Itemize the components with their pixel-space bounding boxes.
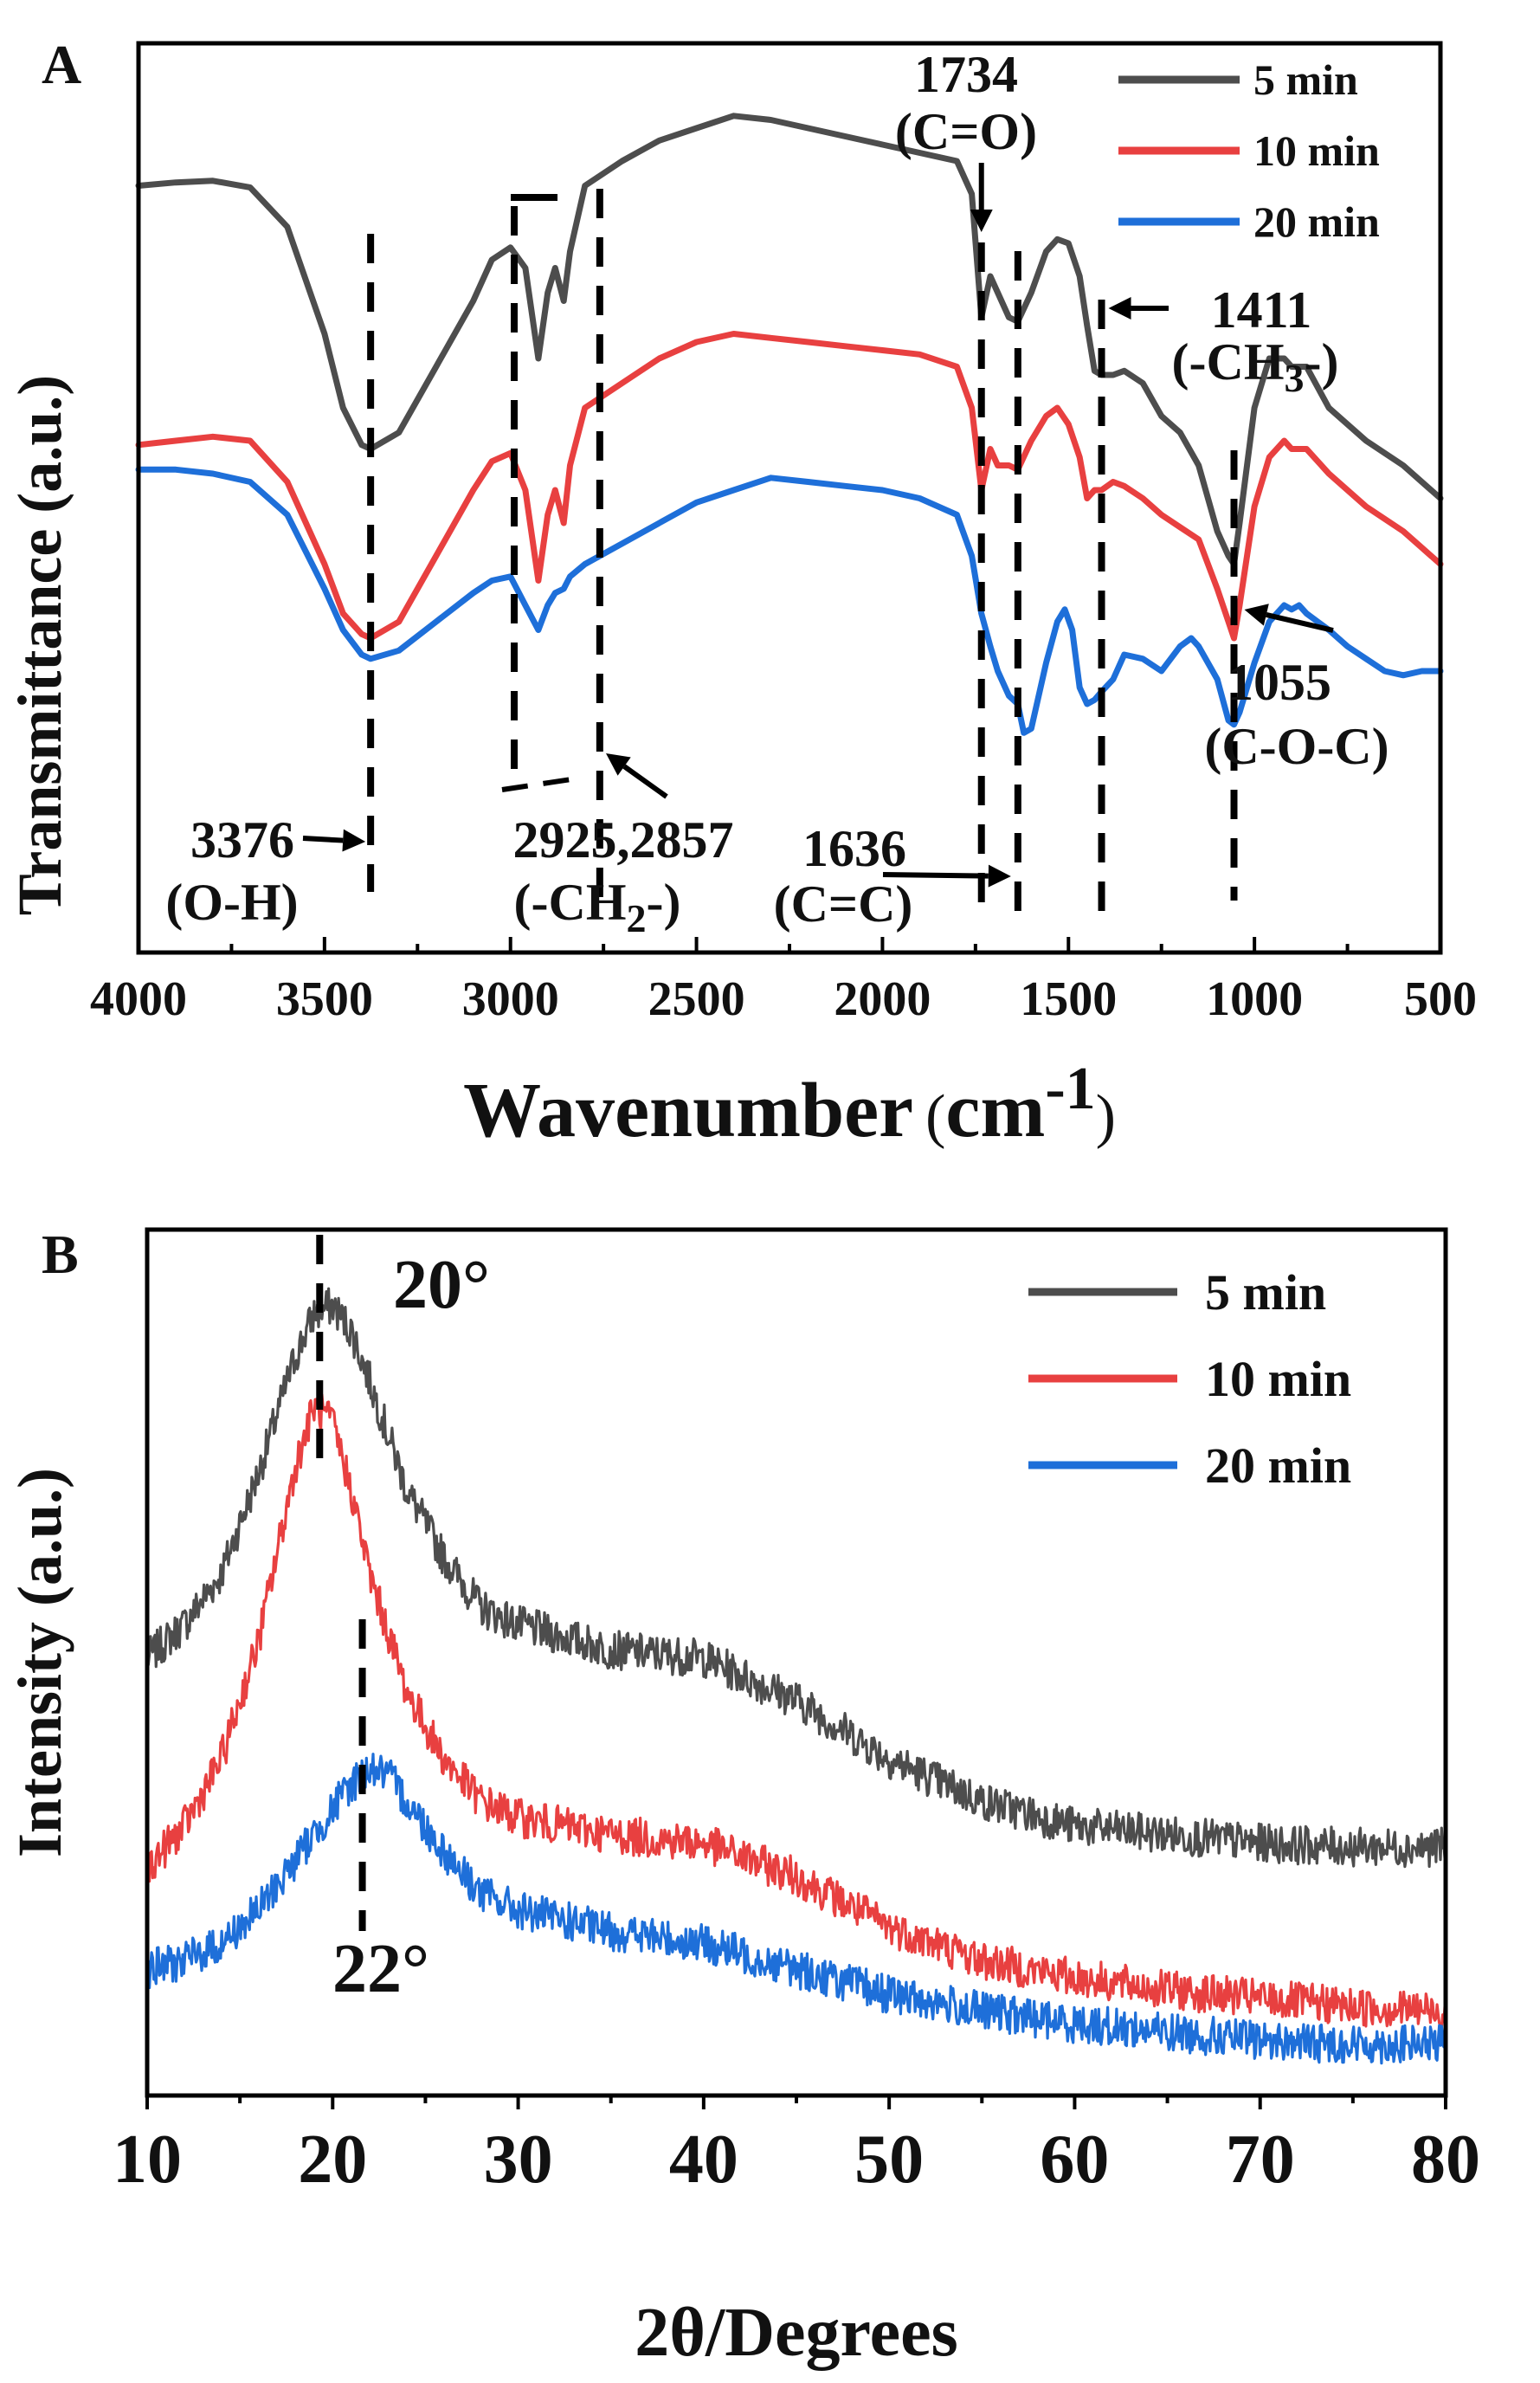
panel-b-x-axis: 10 20 30 40 50 60 70 80 — [113, 2096, 1480, 2198]
panel-b-series-line-2 — [145, 1393, 1447, 2030]
panel-b-x-tick-label: 10 — [113, 2121, 182, 2198]
panel-a-x-tick-label: 2000 — [834, 972, 931, 1026]
annotation-1411-arrow-head — [1108, 297, 1131, 320]
panel-a-x-tick-label: 3500 — [276, 972, 373, 1026]
annotation-3376-arrow-head — [342, 829, 366, 852]
panel-label-b: B — [42, 1224, 79, 1285]
panel-a-series-line-2 — [135, 331, 1444, 642]
annotation-2925-label: 2925,2857 — [513, 811, 734, 869]
annotation-2925-arrow-shaft — [622, 764, 668, 799]
panel-b-x-tick-label: 80 — [1411, 2121, 1480, 2198]
panel-a-annotations: 3376(O-H)2925,2857(-CH2-)1734(C=O)1636(C… — [165, 46, 1389, 940]
panel-a-x-tick-label: 2500 — [648, 972, 745, 1026]
annotation-2925-group: (-CH2-) — [514, 874, 681, 940]
annotation-20deg-label: 20° — [393, 1247, 490, 1323]
annotation-1055-arrow — [1244, 604, 1334, 633]
panel-a-x-tick-label: 500 — [1404, 972, 1477, 1026]
panel-label-a: A — [42, 34, 81, 95]
annotation-2925-group-pre: (-CH — [514, 874, 627, 931]
panel-a-legend-label-2: 10 min — [1253, 126, 1380, 175]
annotation-2925-group-post: -) — [647, 874, 681, 931]
annotation-1636-arrow-head — [988, 864, 1011, 888]
panel-a-x-axis-label: Wavenumber (cm-1) — [463, 1056, 1116, 1153]
panel-a-x-axis-label-paren-close: ) — [1096, 1083, 1116, 1150]
annotation-1734-group: (C=O) — [895, 103, 1037, 160]
panel-b-series-line-3 — [145, 1753, 1447, 2065]
annotation-1734-label: 1734 — [914, 46, 1018, 103]
panel-a-x-axis-label-paren-open: ( — [925, 1083, 945, 1150]
panel-b-x-tick-label: 50 — [854, 2121, 924, 2198]
panel-a-x-axis-label-unit-exp: -1 — [1045, 1056, 1095, 1122]
annotation-1411-group-pre: (-CH — [1172, 333, 1285, 391]
panel-b-series-line-1 — [145, 1287, 1447, 1869]
panel-a-x-axis-label-unit: cm — [945, 1068, 1045, 1153]
panel-b-x-tick-label: 30 — [484, 2121, 553, 2198]
panel-b-x-tick-label: 40 — [669, 2121, 738, 2198]
panel-b-x-tick-label: 70 — [1226, 2121, 1295, 2198]
panel-a-x-tick-label: 4000 — [90, 972, 187, 1026]
annotation-2925-arrow — [606, 753, 668, 799]
annotation-1055-group: (C-O-C) — [1204, 718, 1389, 775]
panel-b-x-axis-label: 2θ/Degrees — [635, 2295, 957, 2371]
annotation-1055-label: 1055 — [1227, 654, 1331, 711]
annotation-1636-arrow — [882, 864, 1011, 888]
annotation-1055-arrow-head — [1244, 604, 1269, 626]
panel-a-y-axis-label: Transmittance (a.u.) — [5, 375, 74, 916]
annotation-22deg-label: 22° — [332, 1931, 429, 2007]
panel-a-series-line-3 — [135, 466, 1444, 736]
panel-b-legend-label-1: 5 min — [1205, 1264, 1326, 1321]
annotation-3376-arrow — [302, 829, 366, 852]
annotation-1411-group-post: -) — [1305, 333, 1339, 391]
panel-a-legend: 5 min 10 min 20 min — [1118, 55, 1380, 246]
panel-b: B 20° 22° 10 20 30 40 50 60 70 80 Intensity (a.u… — [5, 1224, 1480, 2371]
annotation-1411-group-index: 3 — [1285, 356, 1305, 400]
annotation-1055-arrow-shaft — [1266, 612, 1334, 633]
annotation-2925-leader — [501, 777, 572, 792]
panel-a-x-axis-label-main: Wavenumber — [463, 1068, 913, 1153]
annotation-1636-arrow-shaft — [882, 872, 989, 879]
annotation-3376-label: 3376 — [190, 811, 294, 869]
panel-b-x-tick-label: 60 — [1040, 2121, 1109, 2198]
panel-b-legend-label-3: 20 min — [1205, 1437, 1351, 1494]
panel-b-legend: 5 min 10 min 20 min — [1028, 1264, 1351, 1494]
annotation-1636-label: 1636 — [802, 820, 906, 877]
annotation-1734-arrow-head — [970, 210, 993, 232]
annotation-1411-arrow — [1108, 297, 1169, 320]
panel-a: A 3376(O-H)2925,2857(-CH2-)1734(C=O)1636… — [5, 34, 1477, 1153]
annotation-1636-group: (C=C) — [774, 875, 913, 933]
panel-a-x-tick-label: 3000 — [462, 972, 559, 1026]
panel-a-series — [135, 113, 1444, 736]
annotation-2925-arrow-head — [606, 753, 631, 776]
panel-a-legend-label-1: 5 min — [1253, 55, 1358, 104]
annotation-3376-arrow-shaft — [302, 836, 344, 843]
panel-b-legend-label-2: 10 min — [1205, 1351, 1351, 1407]
annotation-3376-group: (O-H) — [165, 874, 298, 931]
panel-a-legend-label-3: 20 min — [1253, 197, 1380, 246]
annotation-1411-group: (-CH3-) — [1172, 333, 1339, 400]
annotation-1734-arrow — [970, 163, 993, 232]
annotation-2925-group-index: 2 — [627, 896, 647, 940]
panel-a-x-tick-label: 1500 — [1020, 972, 1117, 1026]
panel-b-annotations: 20° 22° — [316, 1235, 490, 2007]
panel-b-y-axis-label: Intensity (a.u.) — [5, 1468, 74, 1857]
panel-a-x-tick-label: 1000 — [1206, 972, 1303, 1026]
panel-a-x-axis: 4000 3500 3000 2500 2000 1500 1000 500 — [90, 937, 1477, 1026]
annotation-1411-label: 1411 — [1211, 281, 1312, 339]
panel-b-x-tick-label: 20 — [298, 2121, 367, 2198]
